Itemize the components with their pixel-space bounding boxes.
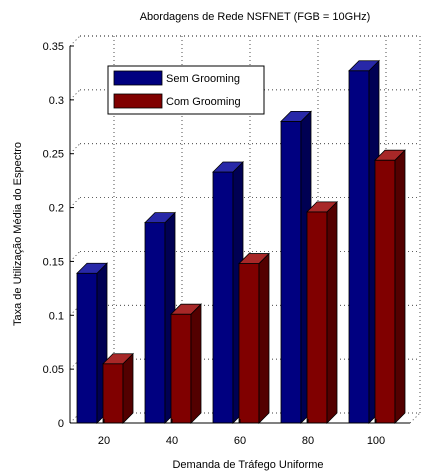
legend-label-com-grooming: Com Grooming: [166, 96, 241, 108]
grid-line-side: [69, 35, 81, 47]
bar-top: [212, 161, 244, 173]
bar-top: [374, 149, 406, 161]
bar-top: [238, 253, 270, 264]
x-axis-label: Demanda de Tráfego Uniforme: [172, 459, 323, 471]
legend-label-sem-grooming: Sem Grooming: [166, 73, 240, 85]
bar-front: [238, 263, 260, 424]
y-tick-label: 0.2: [49, 203, 64, 215]
bar-com-grooming-100: [374, 149, 406, 424]
bar-com-grooming-20: [102, 352, 134, 424]
legend-swatch-com-grooming: [113, 93, 163, 109]
bar-com-grooming-80: [306, 200, 338, 424]
y-tick-label: 0.1: [49, 310, 64, 322]
chart-title: Abordagens de Rede NSFNET (FGB = 10GHz): [140, 11, 371, 23]
bar-top: [144, 212, 176, 224]
bar-top: [348, 60, 380, 72]
bar-front: [212, 171, 234, 424]
bar-front: [348, 70, 370, 424]
bar-sem-grooming-100: [348, 59, 380, 424]
grid-line-side: [69, 89, 81, 101]
grid-floor-right: [409, 412, 421, 424]
bar-sem-grooming-60: [212, 161, 244, 424]
bars-layer: [76, 59, 406, 424]
legend-swatch-sem-grooming: [113, 70, 163, 86]
bar-side: [122, 352, 134, 424]
ticks-layer: 0 0.05 0.1 0.15 0.2 0.25 0.3 0.35 20 40 60 80 100: [43, 41, 386, 447]
bar-com-grooming-60: [238, 252, 270, 424]
legend: Sem Grooming Com Grooming: [107, 65, 265, 115]
grid-line-side: [69, 197, 81, 208]
y-tick-label: 0.25: [43, 149, 64, 161]
x-tick-label: 80: [302, 435, 314, 447]
bar-com-grooming-40: [170, 303, 202, 424]
bar-front: [280, 121, 302, 424]
grid-line-side: [69, 251, 81, 262]
bar-side: [190, 303, 202, 424]
bar-side: [394, 149, 406, 424]
x-tick-label: 100: [367, 435, 385, 447]
bar-front: [102, 363, 124, 424]
y-tick-label: 0.35: [43, 41, 64, 53]
x-tick-label: 60: [234, 435, 246, 447]
x-tick-label: 20: [98, 435, 110, 447]
bar-front: [76, 272, 98, 424]
bar-side: [326, 200, 338, 424]
grid-line-side: [69, 143, 81, 154]
bar-sem-grooming-80: [280, 110, 312, 424]
bar-sem-grooming-20: [76, 262, 108, 424]
bar-front: [306, 211, 328, 424]
bar-side: [258, 252, 270, 424]
bar-front: [170, 313, 192, 424]
bar-top: [102, 353, 134, 365]
bar-front: [144, 222, 166, 424]
y-axis-label: Taxa de Utilização Média do Espectro: [12, 142, 24, 326]
y-tick-label: 0: [58, 418, 64, 430]
bar-top: [280, 111, 312, 122]
bar-top: [306, 201, 338, 213]
y-tick-label: 0.05: [43, 364, 64, 376]
bar-sem-grooming-40: [144, 211, 176, 424]
x-tick-label: 40: [166, 435, 178, 447]
y-tick-label: 0.3: [49, 95, 64, 107]
y-tick-label: 0.15: [43, 256, 64, 268]
bar-top: [170, 303, 202, 315]
bar-top: [76, 262, 108, 274]
bar-front: [374, 159, 396, 424]
